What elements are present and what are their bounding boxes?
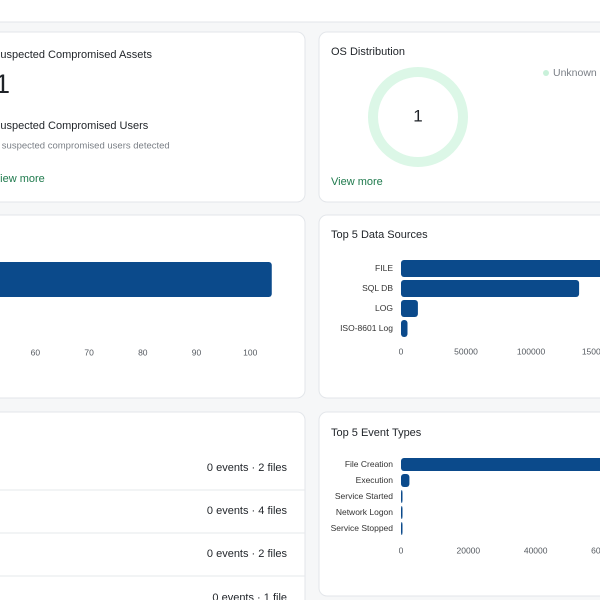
view-more-link[interactable]: View more <box>0 173 45 185</box>
x-tick-label: 80 <box>138 347 148 357</box>
x-tick-label: 40000 <box>524 545 548 555</box>
legend-dot <box>543 70 549 76</box>
events-list-card <box>0 411 306 600</box>
category-label: SQL DB <box>362 283 393 293</box>
view-more-link[interactable]: View more <box>331 176 383 188</box>
category-label: Service Stopped <box>331 523 394 533</box>
category-label: FILE <box>375 263 393 273</box>
event-types-card <box>318 411 600 597</box>
chart-title: Top 5 Event Types <box>331 427 422 439</box>
card-title: OS Distribution <box>331 46 405 58</box>
x-tick-label: 0 <box>399 545 404 555</box>
x-tick-label: 20000 <box>457 545 481 555</box>
list-row: 0 events · 1 file <box>212 592 287 600</box>
bar <box>401 522 403 535</box>
category-label: ISO-8601 Log <box>340 323 393 333</box>
bar <box>401 300 418 317</box>
category-label: Service Started <box>335 491 393 501</box>
category-label: Network Logon <box>336 507 393 517</box>
x-tick-label: 90 <box>192 347 202 357</box>
bar <box>401 320 408 337</box>
x-tick-label: 100000 <box>517 346 546 356</box>
x-tick-label: 60000 <box>591 545 600 555</box>
category-label: LOG <box>375 303 393 313</box>
card-subtitle: Suspected Compromised Users <box>0 120 149 132</box>
bar <box>401 490 403 503</box>
x-tick-label: 70 <box>84 347 94 357</box>
x-tick-label: 60 <box>31 347 41 357</box>
bar <box>401 474 410 487</box>
chart-card <box>0 214 306 399</box>
bar <box>0 262 272 297</box>
top-strip <box>0 0 600 23</box>
bar <box>401 506 403 519</box>
empty-message: No suspected compromised users detected <box>0 141 170 152</box>
bar <box>401 260 600 277</box>
list-row: 0 events · 4 files <box>207 505 288 517</box>
assets-card <box>0 31 306 203</box>
asset-count: 1 <box>0 69 10 99</box>
category-label: Execution <box>356 475 394 485</box>
data-sources-card <box>318 214 600 399</box>
legend-label: Unknown <box>553 67 597 79</box>
card-title: Suspected Compromised Assets <box>0 49 152 61</box>
bar <box>401 458 600 471</box>
x-tick-label: 0 <box>399 346 404 356</box>
list-row: 0 events · 2 files <box>207 462 288 474</box>
x-tick-label: 100 <box>243 347 257 357</box>
x-tick-label: 150000 <box>582 346 600 356</box>
donut-ring <box>368 67 468 167</box>
category-label: File Creation <box>345 459 393 469</box>
donut-center-value: 1 <box>413 106 422 125</box>
chart-title: Top 5 Data Sources <box>331 229 428 241</box>
x-tick-label: 50000 <box>454 346 478 356</box>
list-row: 0 events · 2 files <box>207 548 288 560</box>
bar <box>401 280 580 297</box>
